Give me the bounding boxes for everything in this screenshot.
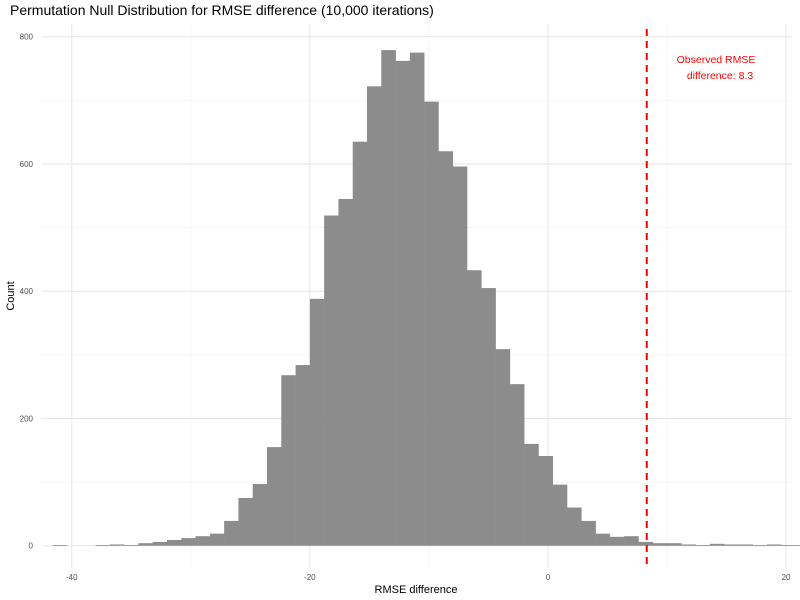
histogram-bar	[309, 298, 325, 546]
histogram-bar	[795, 545, 800, 546]
histogram-bar	[138, 543, 154, 546]
histogram-bar	[467, 270, 482, 546]
histogram-bar	[767, 544, 782, 546]
histogram-bar	[95, 545, 111, 546]
histogram-bar	[109, 544, 125, 546]
histogram-bar	[552, 484, 568, 546]
histogram-bar	[124, 545, 139, 546]
histogram-bar	[738, 544, 754, 546]
histogram-bar	[195, 536, 211, 546]
histogram-bar	[524, 443, 539, 546]
histogram-bar	[781, 545, 796, 546]
histogram-bar	[724, 544, 739, 546]
histogram-bar	[424, 101, 439, 546]
histogram-bar	[509, 384, 525, 546]
x-tick-label: -40	[66, 573, 78, 582]
observed-annotation-line-1: Observed RMSE	[677, 54, 756, 66]
x-tick-label: -20	[304, 573, 316, 582]
histogram-bar	[495, 349, 511, 546]
y-axis-ticks: 0 200 400 600 800	[20, 33, 34, 551]
histogram-bar	[695, 545, 711, 546]
histogram-bar	[652, 543, 668, 546]
histogram-bar	[709, 543, 725, 546]
histogram-bar	[152, 541, 168, 546]
histogram-bar	[295, 365, 311, 546]
histogram-bar	[409, 52, 425, 546]
histogram-bar	[667, 543, 682, 546]
y-tick-label: 600	[20, 160, 34, 169]
histogram-bar	[381, 50, 396, 546]
histogram-bar	[167, 540, 182, 546]
histogram-bar	[367, 86, 382, 546]
histogram-bar	[438, 151, 454, 546]
y-tick-label: 800	[20, 33, 34, 42]
x-tick-label: 0	[546, 573, 551, 582]
histogram-bar	[252, 484, 268, 546]
histogram-bar	[538, 456, 554, 546]
histogram-bar	[209, 533, 225, 546]
histogram-bar	[324, 215, 339, 546]
histogram-bar	[281, 375, 296, 546]
histogram-bar	[238, 498, 254, 546]
histogram-bar	[395, 60, 411, 546]
histogram-bars	[52, 50, 800, 546]
histogram-bar	[52, 545, 68, 546]
histogram-bar	[267, 447, 282, 546]
y-tick-label: 0	[29, 542, 34, 551]
x-tick-label: 20	[782, 573, 791, 582]
y-tick-label: 400	[20, 287, 34, 296]
histogram-bar	[567, 507, 582, 546]
x-axis-label: RMSE difference	[375, 584, 458, 596]
x-axis-ticks: -40 -20 0 20	[66, 573, 791, 582]
histogram-bar	[595, 533, 611, 546]
histogram-bar	[581, 520, 596, 546]
histogram-bar	[681, 544, 696, 546]
histogram-bar	[352, 141, 368, 546]
histogram-bar	[181, 538, 196, 546]
histogram-bar	[624, 536, 639, 546]
chart-title: Permutation Null Distribution for RMSE d…	[10, 2, 434, 18]
y-axis-label: Count	[5, 281, 17, 310]
histogram-bar	[452, 166, 468, 546]
histogram-bar	[481, 288, 496, 546]
histogram-bar	[338, 198, 354, 546]
histogram-bar	[638, 541, 654, 546]
observed-annotation-line-2: difference: 8.3	[687, 70, 754, 82]
histogram-bar	[609, 536, 625, 546]
histogram-bar	[224, 520, 239, 546]
y-tick-label: 200	[20, 414, 34, 423]
histogram-bar	[752, 545, 768, 546]
